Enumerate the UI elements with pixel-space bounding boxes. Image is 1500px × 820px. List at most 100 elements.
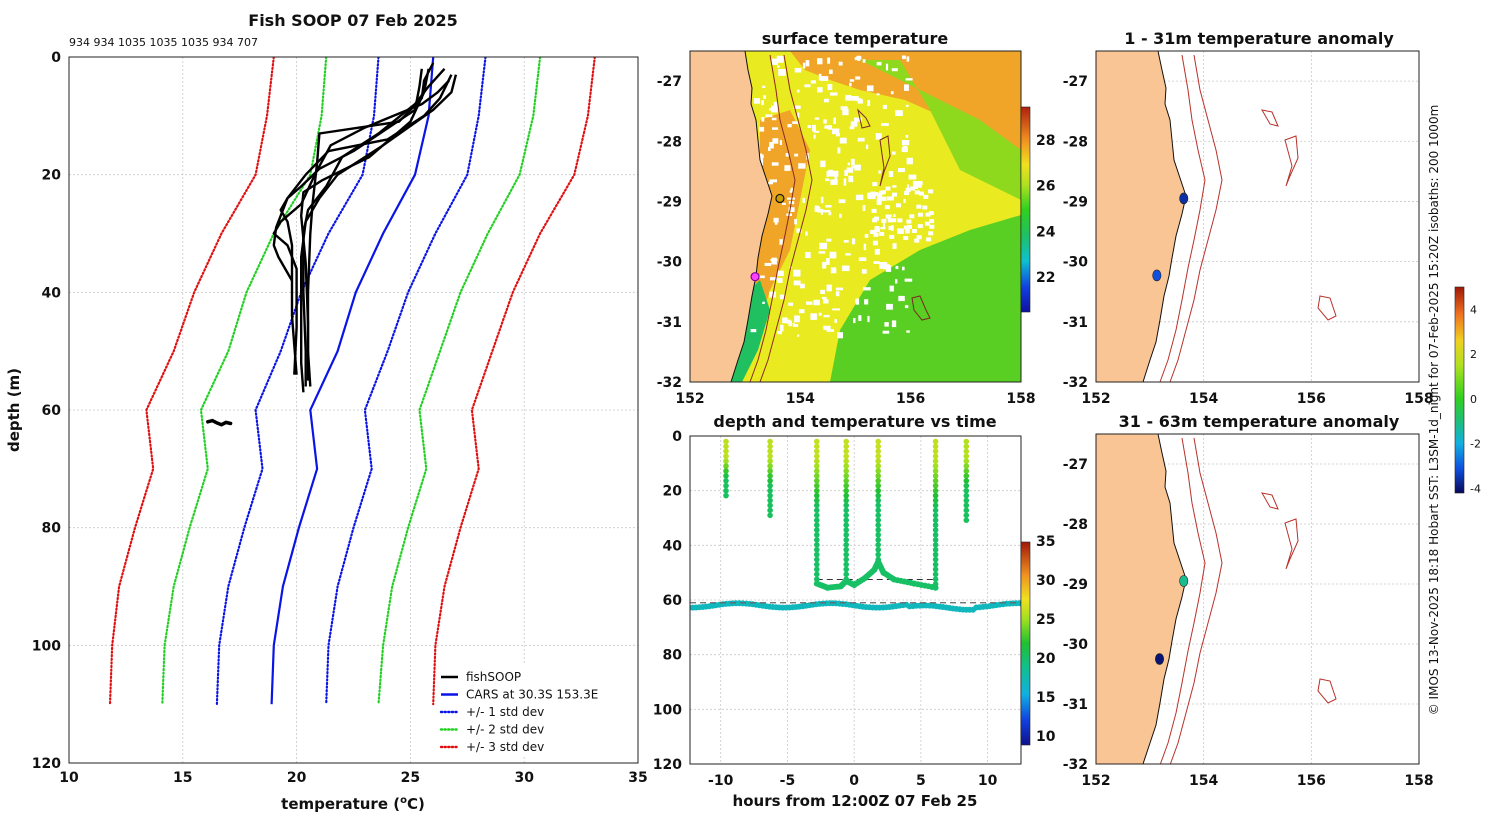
sst-missing-pixel <box>867 192 876 200</box>
sst-missing-pixel <box>812 124 816 132</box>
sst-missing-pixel <box>898 295 905 302</box>
depth-time-cast-point <box>875 556 881 563</box>
depth-time-cast-point <box>932 453 939 460</box>
depth-time-cast-point <box>963 487 970 494</box>
depth-time-cast-point <box>875 502 881 509</box>
depth-time-cast-point <box>843 443 849 450</box>
depth-time-cast-point <box>875 512 881 519</box>
profile-xtick-label: 20 <box>287 770 307 786</box>
depth-time-cast-point <box>723 487 729 494</box>
depth-time-cast-point <box>814 438 820 445</box>
depth-time-cast-point <box>843 438 849 445</box>
a1-ytick-label: -32 <box>1063 375 1088 391</box>
depth-time-xtick-label: 5 <box>916 773 926 789</box>
sst-missing-pixel <box>923 194 929 199</box>
a2-ytick-label: -29 <box>1063 577 1088 593</box>
sst-missing-pixel <box>826 258 830 265</box>
depth-time-colorbar-tick: 30 <box>1036 573 1056 589</box>
depth-time-cast-point <box>843 556 849 563</box>
depth-time-cast-point <box>843 507 849 514</box>
sst-missing-pixel <box>906 219 912 224</box>
sst-missing-pixel <box>771 58 778 65</box>
depth-time-cast-point <box>932 502 939 509</box>
sst-missing-pixel <box>880 190 886 195</box>
sst-xtick-label: 156 <box>896 391 925 407</box>
depth-time-cast-point <box>875 468 881 474</box>
sst-missing-pixel <box>814 117 820 120</box>
depth-time-cast-point <box>843 527 849 533</box>
depth-time-cast-point <box>963 443 970 450</box>
sst-missing-pixel <box>845 95 852 101</box>
sst-missing-pixel <box>884 205 890 210</box>
sst-missing-pixel <box>842 265 850 272</box>
sst-missing-pixel <box>885 186 891 191</box>
a2-ytick-label: -31 <box>1063 697 1088 713</box>
sst-missing-pixel <box>793 105 801 109</box>
sst-colorbar <box>1020 106 1031 313</box>
profile-legend: fishSOOP CARS at 30.3S 153.3E +/- 1 std de… <box>436 664 622 756</box>
depth-time-cast-point <box>814 463 820 469</box>
sst-missing-pixel <box>847 162 851 166</box>
sst-colorbar-tick: 26 <box>1036 179 1055 195</box>
sst-missing-pixel <box>798 163 806 169</box>
sst-missing-pixel <box>793 269 801 277</box>
sst-missing-pixel <box>837 147 841 154</box>
depth-time-cast-point <box>767 448 773 455</box>
sst-green-filament <box>860 60 1021 200</box>
sst-missing-pixel <box>782 202 786 205</box>
depth-time-colorbar <box>1020 541 1031 746</box>
depth-time-cast-point <box>875 492 881 499</box>
profile-ytick-label: 60 <box>42 403 62 419</box>
sst-missing-pixel <box>903 199 906 203</box>
sst-missing-pixel <box>929 224 935 229</box>
sst-missing-pixel <box>873 232 879 237</box>
sst-missing-pixel <box>886 303 893 310</box>
sst-missing-pixel <box>806 301 813 305</box>
depth-time-cast-point <box>963 468 970 474</box>
depth-time-cast-point <box>932 546 939 553</box>
depth-time-cast-point <box>932 537 939 543</box>
sst-missing-pixel <box>928 211 934 216</box>
sst-missing-pixel <box>826 284 832 292</box>
depth-time-cast-point <box>843 522 849 528</box>
profile-series--1-std-dev <box>215 57 380 706</box>
sst-missing-pixel <box>887 218 893 223</box>
sst-land <box>690 51 773 382</box>
depth-time-cast-point <box>814 527 820 533</box>
depth-time-cast-point <box>875 546 881 553</box>
sst-missing-pixel <box>828 169 833 177</box>
sst-missing-pixel <box>851 96 859 101</box>
depth-time-cast-point <box>843 463 849 469</box>
sst-missing-pixel <box>842 108 849 116</box>
sst-missing-pixel <box>887 196 894 201</box>
profile-xtick-label: 10 <box>59 770 79 786</box>
depth-time-cast-point <box>963 517 970 523</box>
legend-label: CARS at 30.3S 153.3E <box>466 688 598 702</box>
sst-missing-pixel <box>876 200 882 205</box>
depth-time-cast-point <box>767 478 773 484</box>
sst-missing-pixel <box>822 261 827 269</box>
depth-time-cast-point <box>963 438 970 445</box>
sst-missing-pixel <box>909 186 915 191</box>
depth-time-cast-point <box>767 502 773 509</box>
depth-time-cast-point <box>843 512 849 519</box>
depth-time-cast-point <box>814 571 820 578</box>
depth-time-cast-point <box>723 468 729 474</box>
depth-time-cast-point <box>963 463 970 469</box>
sst-missing-pixel <box>788 302 793 306</box>
sst-missing-pixel <box>776 55 784 63</box>
depth-time-cast-point <box>814 507 820 514</box>
depth-time-cast-point <box>843 473 849 479</box>
depth-time-cast-point <box>767 487 773 494</box>
sst-missing-pixel <box>796 89 800 93</box>
sst-missing-pixel <box>870 230 876 234</box>
sst-missing-pixel <box>818 312 822 316</box>
sst-missing-pixel <box>805 252 811 259</box>
depth-time-cast-point <box>843 502 849 509</box>
depth-time-cast-point <box>843 487 849 494</box>
depth-time-cast-point <box>767 453 773 460</box>
sst-missing-pixel <box>778 69 786 76</box>
sst-missing-pixel <box>917 181 923 185</box>
sst-missing-pixel <box>832 308 840 311</box>
sst-missing-pixel <box>820 160 826 168</box>
